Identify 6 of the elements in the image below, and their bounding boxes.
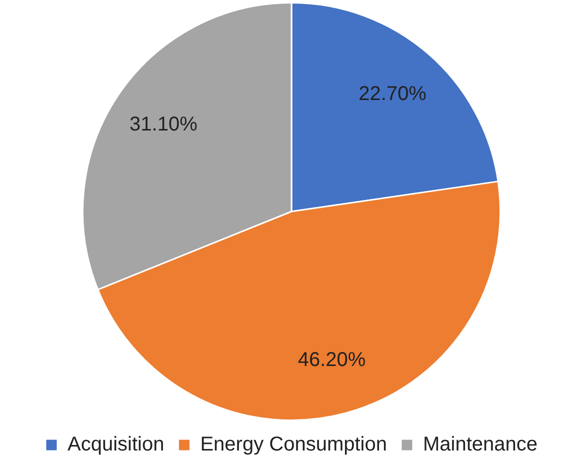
legend-label: Maintenance: [422, 434, 538, 456]
data-label: 31.10%: [130, 114, 198, 136]
legend-label: Energy Consumption: [200, 434, 387, 456]
data-label: 46.20%: [298, 349, 366, 372]
data-label: 22.70%: [358, 83, 427, 106]
legend-label: Acquisition: [67, 434, 164, 456]
